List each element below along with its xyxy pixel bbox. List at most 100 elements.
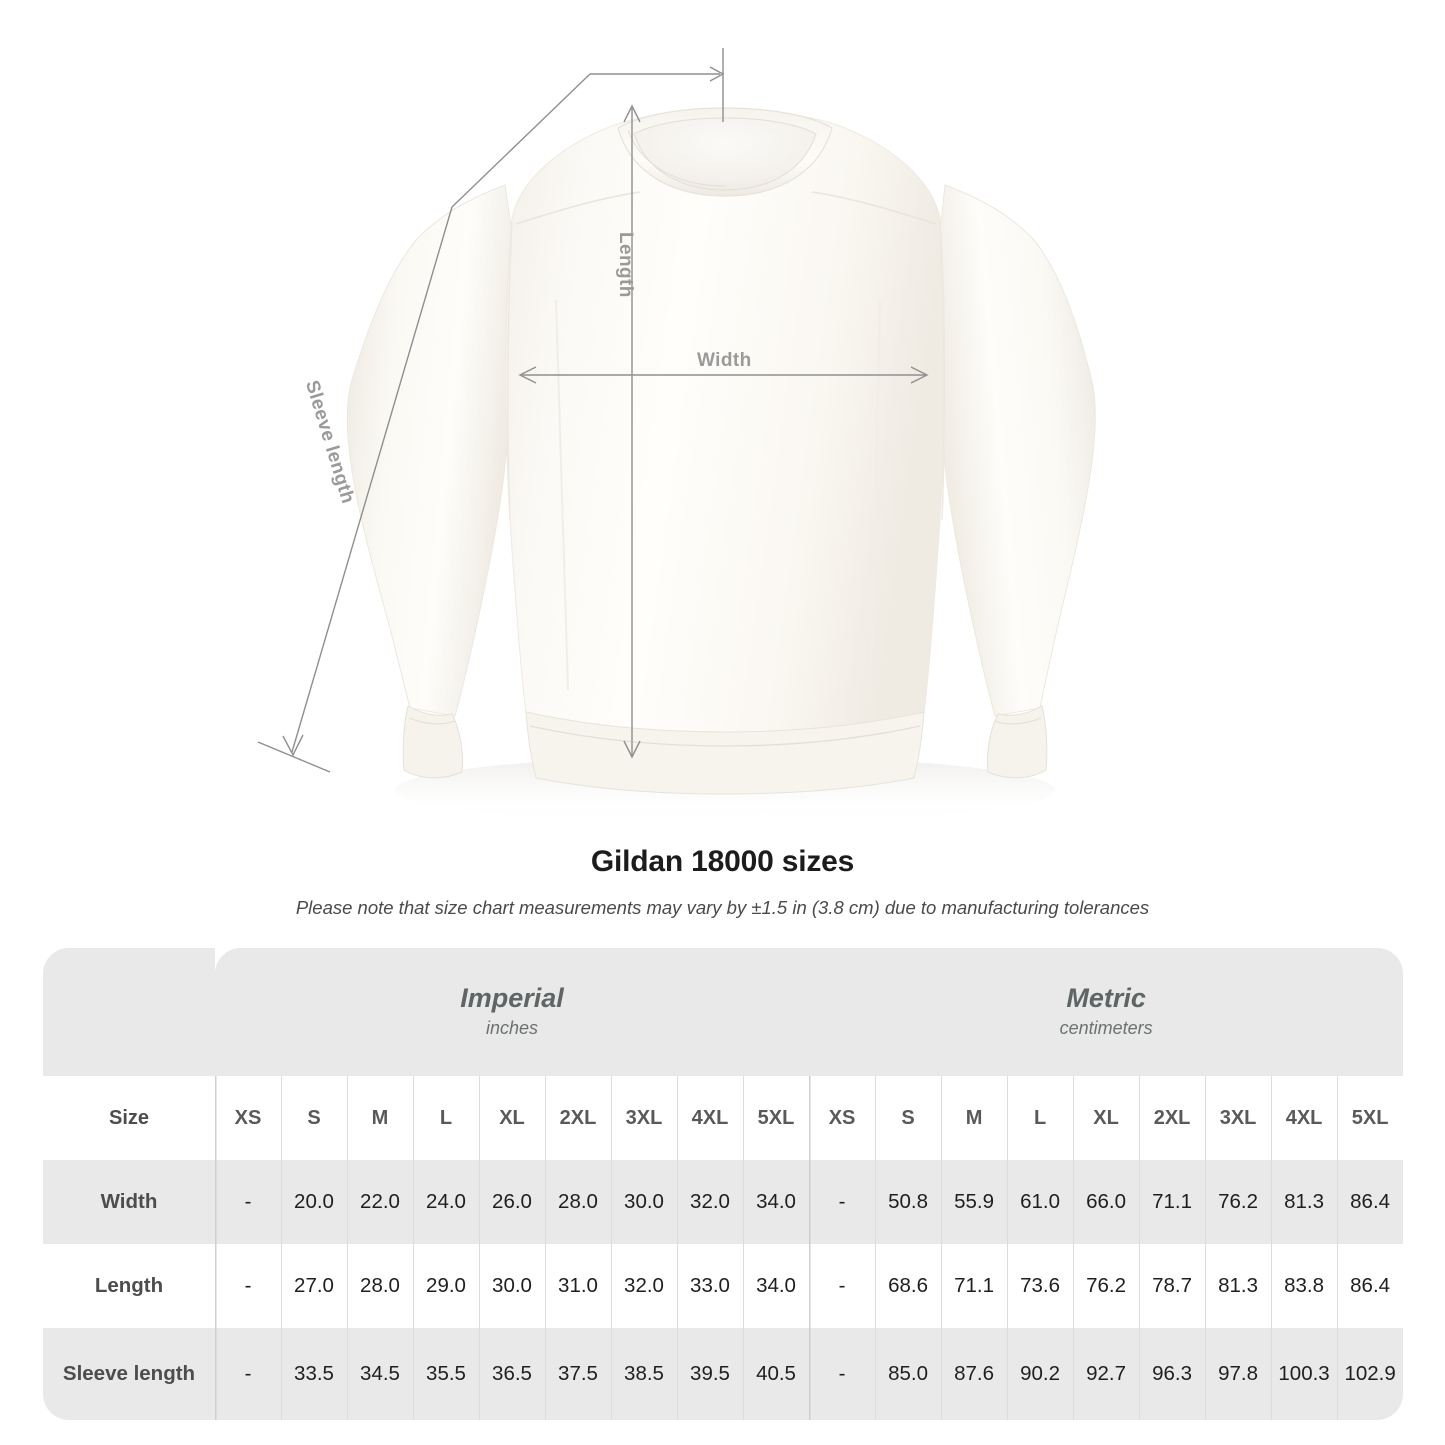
row-label-width: Width — [43, 1160, 215, 1244]
cell-width-metric-4xl: 81.3 — [1271, 1160, 1338, 1244]
page-title: Gildan 18000 sizes — [590, 845, 855, 878]
cell-width-metric-m: 55.9 — [941, 1160, 1008, 1244]
width-label: Width — [697, 350, 752, 371]
cell-width-metric-5xl: 86.4 — [1337, 1160, 1404, 1244]
cell-width-imperial-4xl: 32.0 — [677, 1160, 743, 1244]
cell-width-metric-xl: 66.0 — [1073, 1160, 1140, 1244]
cell-width-imperial-s: 20.0 — [281, 1160, 347, 1244]
cell-sleeve-imperial-4xl: 39.5 — [677, 1328, 743, 1420]
unit-name-imperial: Imperial — [460, 982, 564, 1013]
cell-length-imperial-4xl: 33.0 — [677, 1244, 743, 1328]
cell-sleeve-metric-3xl: 97.8 — [1205, 1328, 1272, 1420]
cell-sleeve-imperial-m: 34.5 — [347, 1328, 413, 1420]
cell-width-imperial-xs: - — [215, 1160, 281, 1244]
sleeve-dimension-line — [291, 206, 453, 753]
cell-width-metric-s: 50.8 — [875, 1160, 942, 1244]
cell-length-imperial-xs: - — [215, 1244, 281, 1328]
cell-length-imperial-xl: 30.0 — [479, 1244, 545, 1328]
header-metric-xl: XL — [1073, 1076, 1140, 1160]
length-label: Length — [615, 232, 636, 298]
cell-length-metric-m: 71.1 — [941, 1244, 1008, 1328]
cell-length-imperial-m: 28.0 — [347, 1244, 413, 1328]
cell-sleeve-imperial-s: 33.5 — [281, 1328, 347, 1420]
cell-length-metric-3xl: 81.3 — [1205, 1244, 1272, 1328]
cell-sleeve-metric-s: 85.0 — [875, 1328, 942, 1420]
cell-sleeve-imperial-xs: - — [215, 1328, 281, 1420]
unit-name-metric: Metric — [1066, 982, 1146, 1013]
header-metric-2xl: 2XL — [1139, 1076, 1206, 1160]
cell-sleeve-metric-2xl: 96.3 — [1139, 1328, 1206, 1420]
cell-width-metric-xs: - — [809, 1160, 876, 1244]
cell-sleeve-metric-5xl: 102.9 — [1337, 1328, 1404, 1420]
cell-width-metric-3xl: 76.2 — [1205, 1160, 1272, 1244]
unit-group-imperial: Imperial inches — [215, 948, 810, 1076]
header-metric-l: L — [1007, 1076, 1074, 1160]
cell-width-imperial-m: 22.0 — [347, 1160, 413, 1244]
cell-length-metric-2xl: 78.7 — [1139, 1244, 1206, 1328]
row-label-length: Length — [43, 1244, 215, 1328]
cell-length-metric-l: 73.6 — [1007, 1244, 1074, 1328]
header-imperial-xs: XS — [215, 1076, 281, 1160]
sweatshirt-illustration — [257, 48, 1096, 824]
header-size-label: Size — [43, 1076, 215, 1160]
cell-sleeve-metric-l: 90.2 — [1007, 1328, 1074, 1420]
unit-banner-spacer — [43, 948, 215, 1076]
header-imperial-l: L — [413, 1076, 479, 1160]
cell-sleeve-imperial-l: 35.5 — [413, 1328, 479, 1420]
cell-length-metric-4xl: 83.8 — [1271, 1244, 1338, 1328]
cell-length-metric-xs: - — [809, 1244, 876, 1328]
unit-banner-row: Imperial inches Metric centimeters — [43, 948, 1404, 1076]
unit-sub-imperial: inches — [486, 1018, 539, 1039]
table-row: Sleeve length - 33.5 34.5 35.5 36.5 37.5… — [43, 1328, 1404, 1420]
unit-sub-metric: centimeters — [1059, 1018, 1153, 1039]
header-imperial-xl: XL — [479, 1076, 545, 1160]
cell-length-imperial-3xl: 32.0 — [611, 1244, 677, 1328]
cell-sleeve-imperial-5xl: 40.5 — [743, 1328, 810, 1420]
unit-group-metric: Metric centimeters — [809, 948, 1404, 1076]
title-block: Gildan 18000 sizes Please note that size… — [0, 845, 1445, 919]
header-metric-m: M — [941, 1076, 1008, 1160]
cell-length-metric-xl: 76.2 — [1073, 1244, 1140, 1328]
cell-sleeve-imperial-xl: 36.5 — [479, 1328, 545, 1420]
cell-width-metric-2xl: 71.1 — [1139, 1160, 1206, 1244]
header-imperial-2xl: 2XL — [545, 1076, 611, 1160]
cell-width-imperial-5xl: 34.0 — [743, 1160, 810, 1244]
table-row: Width - 20.0 22.0 24.0 26.0 28.0 30.0 32… — [43, 1160, 1404, 1244]
header-imperial-m: M — [347, 1076, 413, 1160]
table-row: Length - 27.0 28.0 29.0 30.0 31.0 32.0 3… — [43, 1244, 1404, 1328]
header-metric-xs: XS — [809, 1076, 876, 1160]
cell-width-imperial-l: 24.0 — [413, 1160, 479, 1244]
cell-sleeve-metric-xl: 92.7 — [1073, 1328, 1140, 1420]
header-imperial-s: S — [281, 1076, 347, 1160]
cell-width-imperial-3xl: 30.0 — [611, 1160, 677, 1244]
sleeve-diagonal-upper — [451, 73, 591, 208]
cell-width-metric-l: 61.0 — [1007, 1160, 1074, 1244]
size-chart-table-wrapper: Imperial inches Metric centimeters Size … — [43, 948, 1404, 1420]
size-chart-table: Imperial inches Metric centimeters Size … — [43, 948, 1404, 1420]
header-metric-s: S — [875, 1076, 942, 1160]
cell-sleeve-metric-4xl: 100.3 — [1271, 1328, 1338, 1420]
tolerance-note: Please note that size chart measurements… — [295, 897, 1150, 918]
header-imperial-3xl: 3XL — [611, 1076, 677, 1160]
cell-sleeve-imperial-3xl: 38.5 — [611, 1328, 677, 1420]
cell-width-imperial-2xl: 28.0 — [545, 1160, 611, 1244]
cell-sleeve-metric-m: 87.6 — [941, 1328, 1008, 1420]
garment-diagram: Length Width Sleeve length — [257, 48, 1096, 824]
cell-length-imperial-2xl: 31.0 — [545, 1244, 611, 1328]
header-imperial-4xl: 4XL — [677, 1076, 743, 1160]
header-imperial-5xl: 5XL — [743, 1076, 810, 1160]
cell-sleeve-imperial-2xl: 37.5 — [545, 1328, 611, 1420]
header-metric-5xl: 5XL — [1337, 1076, 1404, 1160]
header-metric-4xl: 4XL — [1271, 1076, 1338, 1160]
cell-length-imperial-5xl: 34.0 — [743, 1244, 810, 1328]
sleeve-end-tick — [257, 741, 331, 773]
cell-length-imperial-l: 29.0 — [413, 1244, 479, 1328]
cell-length-metric-5xl: 86.4 — [1337, 1244, 1404, 1328]
cell-width-imperial-xl: 26.0 — [479, 1160, 545, 1244]
size-header-row: Size XS S M L XL 2XL 3XL 4XL 5XL XS S M … — [43, 1076, 1404, 1160]
row-label-sleeve-length: Sleeve length — [43, 1328, 215, 1420]
header-metric-3xl: 3XL — [1205, 1076, 1272, 1160]
cell-sleeve-metric-xs: - — [809, 1328, 876, 1420]
cell-length-metric-s: 68.6 — [875, 1244, 942, 1328]
cell-length-imperial-s: 27.0 — [281, 1244, 347, 1328]
